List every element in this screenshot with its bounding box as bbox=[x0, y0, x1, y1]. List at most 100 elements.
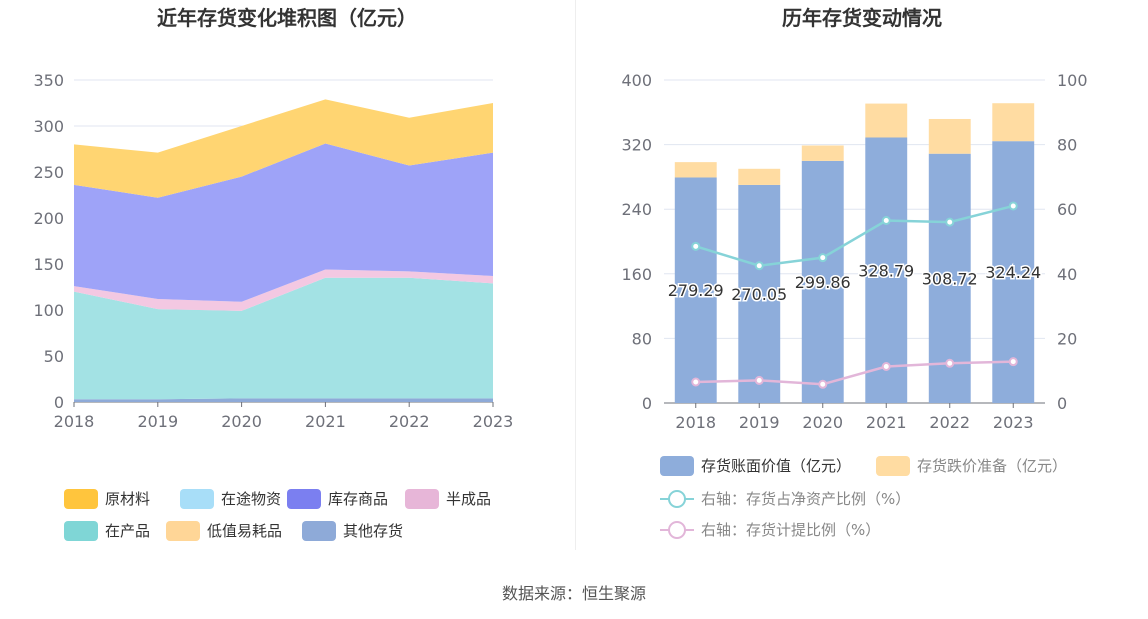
line-point bbox=[754, 261, 764, 271]
y-tick-label: 0 bbox=[642, 394, 652, 413]
y-tick-label: 300 bbox=[33, 117, 64, 136]
area-series-其他存货 bbox=[74, 398, 493, 402]
legend-label: 其他存货 bbox=[343, 522, 404, 540]
legend-item[interactable]: 半成品 bbox=[405, 488, 491, 509]
line-series bbox=[695, 360, 1014, 386]
legend-item[interactable]: 其他存货 bbox=[302, 520, 403, 541]
bar bbox=[738, 168, 781, 185]
x-tick-label: 2023 bbox=[993, 413, 1034, 432]
left-chart-panel: 近年存货变化堆积图（亿元） 0 50 100 150 200 250 300 350 2018 2… bbox=[0, 0, 574, 560]
x-tick-label: 2020 bbox=[221, 412, 262, 431]
line-series bbox=[695, 204, 1014, 267]
y-tick-label: 350 bbox=[33, 71, 64, 90]
legend-swatch bbox=[405, 488, 439, 509]
legend-swatch bbox=[876, 455, 910, 476]
legend-item[interactable]: 存货账面价值（亿元） bbox=[660, 455, 851, 476]
legend-swatch bbox=[64, 520, 98, 541]
legend-swatch bbox=[287, 488, 321, 509]
area-series-库存商品 bbox=[74, 143, 493, 302]
bar-data-label: 308.72 bbox=[922, 269, 978, 288]
data-source-note: 数据来源：恒生聚源 bbox=[501, 584, 646, 603]
area-series-在产品 bbox=[74, 277, 493, 400]
line-point bbox=[691, 241, 701, 251]
x-tick-label: 2020 bbox=[802, 413, 843, 432]
legend-item[interactable]: 原材料 bbox=[64, 488, 150, 509]
y-tick-label: 150 bbox=[33, 255, 64, 274]
legend-label: 存货账面价值（亿元） bbox=[701, 457, 852, 475]
x-tick-label: 2021 bbox=[305, 412, 346, 431]
bar bbox=[928, 118, 971, 154]
y-tick-label: 160 bbox=[621, 265, 652, 284]
legend-label: 低值易耗品 bbox=[207, 522, 283, 540]
x-tick-label: 2023 bbox=[473, 412, 514, 431]
legend-swatch bbox=[660, 455, 694, 476]
legend-swatch bbox=[302, 520, 336, 541]
legend-marker bbox=[668, 520, 686, 539]
line-point bbox=[945, 217, 955, 227]
line-point bbox=[1008, 201, 1018, 211]
legend-item[interactable]: 在途物资 bbox=[180, 488, 281, 509]
right-chart-panel: 历年存货变动情况 0 80 160 240 320 400 0 20 40 60 80 100 2018… bbox=[576, 0, 1148, 560]
y2-tick-label: 40 bbox=[1057, 265, 1077, 284]
legend-label: 在产品 bbox=[105, 522, 151, 540]
bar bbox=[738, 184, 781, 403]
left-chart-title: 近年存货变化堆积图（亿元） bbox=[157, 6, 417, 30]
y-tick-label: 80 bbox=[632, 329, 652, 348]
bar bbox=[801, 160, 844, 403]
line-point bbox=[881, 362, 891, 372]
y-tick-label: 320 bbox=[621, 136, 652, 155]
y-tick-label: 200 bbox=[33, 209, 64, 228]
bar-data-label: 328.79 bbox=[858, 261, 914, 280]
line-point bbox=[754, 375, 764, 385]
legend-label: 右轴：存货占净资产比例（%） bbox=[701, 490, 911, 508]
legend-item[interactable]: 右轴：存货计提比例（%） bbox=[660, 519, 880, 540]
bar bbox=[865, 137, 908, 403]
x-tick-label: 2019 bbox=[739, 413, 780, 432]
legend-label: 库存商品 bbox=[328, 490, 389, 508]
legend-item[interactable]: 右轴：存货占净资产比例（%） bbox=[660, 488, 910, 509]
bar bbox=[865, 103, 908, 138]
area-series-半成品 bbox=[74, 269, 493, 311]
y2-tick-label: 0 bbox=[1057, 394, 1067, 413]
legend-swatch bbox=[180, 488, 214, 509]
x-tick-label: 2018 bbox=[54, 412, 95, 431]
legend-line-swatch bbox=[660, 489, 694, 509]
stacked-area-chart: 0 50 100 150 200 250 300 350 2018 2019 2020 2021 202… bbox=[33, 71, 514, 431]
legend-label: 存货跌价准备（亿元） bbox=[917, 457, 1068, 475]
bar-data-label: 270.05 bbox=[731, 285, 787, 304]
bar-data-label: 324.24 bbox=[985, 263, 1041, 282]
x-tick-label: 2022 bbox=[929, 413, 970, 432]
legend-label: 半成品 bbox=[446, 490, 492, 508]
legend-item[interactable]: 低值易耗品 bbox=[166, 520, 282, 541]
line-point bbox=[691, 377, 701, 387]
y-tick-label: 250 bbox=[33, 163, 64, 182]
legend-item[interactable]: 在产品 bbox=[64, 520, 150, 541]
x-tick-label: 2019 bbox=[137, 412, 178, 431]
line-point bbox=[945, 358, 955, 368]
y-tick-label: 100 bbox=[33, 301, 64, 320]
legend-item[interactable]: 库存商品 bbox=[287, 488, 388, 509]
legend-label: 右轴：存货计提比例（%） bbox=[701, 521, 881, 539]
y2-tick-label: 60 bbox=[1057, 200, 1077, 219]
bar-line-chart: 0 80 160 240 320 400 0 20 40 60 80 100 2018 2019 2020 2… bbox=[621, 71, 1088, 432]
area-series-原材料 bbox=[74, 99, 493, 198]
y2-tick-label: 100 bbox=[1057, 71, 1088, 90]
bar bbox=[674, 162, 717, 178]
right-chart-title: 历年存货变动情况 bbox=[782, 6, 942, 30]
y-tick-label: 0 bbox=[54, 393, 64, 412]
bar bbox=[801, 145, 844, 161]
bar-data-label: 279.29 bbox=[668, 281, 724, 300]
legend-label: 原材料 bbox=[105, 490, 151, 508]
y2-tick-label: 80 bbox=[1057, 136, 1077, 155]
y-tick-label: 240 bbox=[621, 200, 652, 219]
y2-tick-label: 20 bbox=[1057, 329, 1077, 348]
x-tick-label: 2021 bbox=[866, 413, 907, 432]
line-point bbox=[1008, 357, 1018, 367]
y-tick-label: 50 bbox=[44, 347, 64, 366]
legend-marker bbox=[668, 489, 686, 508]
legend-swatch bbox=[166, 520, 200, 541]
y-tick-label: 400 bbox=[621, 71, 652, 90]
line-point bbox=[818, 379, 828, 389]
panel-divider bbox=[575, 0, 576, 550]
legend-item[interactable]: 存货跌价准备（亿元） bbox=[876, 455, 1067, 476]
